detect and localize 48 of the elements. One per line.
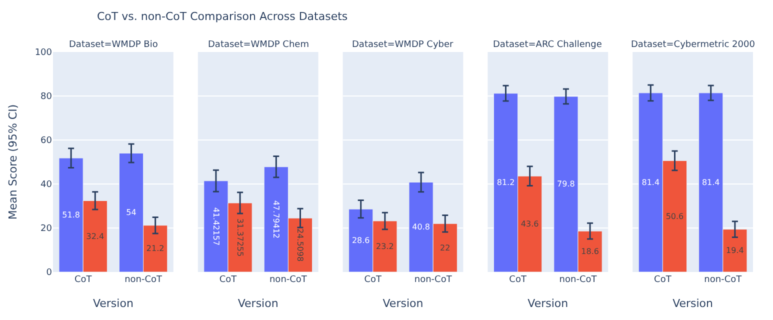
data-label: 54 — [126, 208, 136, 218]
x-tick-label: non-CoT — [124, 275, 163, 285]
chart-title: Dataset=WMDP Cyber — [352, 40, 454, 50]
data-label: 31.37255 — [236, 218, 245, 257]
data-label: 43.6 — [520, 220, 539, 229]
data-label: 81.4 — [642, 178, 660, 187]
data-label: 51.8 — [62, 210, 80, 220]
x-tick-label: CoT — [654, 275, 672, 285]
x-axis-title: Version — [672, 297, 714, 310]
data-label: 41.42157 — [211, 207, 220, 246]
chart-title: Dataset=ARC Challenge — [493, 40, 602, 50]
chart-title: Dataset=WMDP Bio — [69, 40, 158, 50]
y-axis-title: Mean Score (95% CI) — [6, 104, 20, 220]
data-label: 21.2 — [146, 244, 164, 254]
y-tick-label: 20 — [40, 224, 52, 234]
x-axis-title: Version — [528, 297, 568, 310]
text: CoT vs. non-CoT Comparison Across Datasets — [97, 10, 348, 23]
x-tick-label: CoT — [364, 275, 382, 285]
x-tick-label: non-CoT — [414, 275, 452, 285]
data-label: 19.4 — [726, 246, 744, 256]
x-tick-label: CoT — [219, 275, 238, 285]
data-label: 81.4 — [702, 178, 720, 187]
data-label: 24.5098 — [296, 228, 305, 262]
x-tick-label: non-CoT — [559, 275, 598, 285]
chart-title: Dataset=Cybermetric 2000 — [631, 40, 756, 50]
data-label: 28.6 — [352, 236, 370, 246]
y-tick-label: 80 — [40, 92, 52, 102]
x-tick-label: CoT — [74, 275, 92, 285]
chart-title: Dataset=WMDP Chem — [208, 40, 309, 50]
data-label: 50.6 — [666, 212, 684, 221]
data-label: 47.79412 — [272, 200, 281, 239]
data-label: 32.4 — [86, 232, 104, 241]
data-label: 23.2 — [376, 242, 394, 251]
data-label: 79.8 — [557, 180, 575, 189]
data-label: 22 — [440, 243, 450, 252]
x-tick-label: CoT — [509, 275, 527, 285]
data-label: 81.2 — [496, 178, 515, 188]
x-axis-title: Version — [238, 297, 278, 310]
y-tick-label: 40 — [40, 180, 52, 190]
y-tick-label: 0 — [46, 268, 52, 278]
y-tick-label: 60 — [40, 136, 52, 146]
data-label: 18.6 — [581, 247, 599, 256]
x-tick-label: non-CoT — [704, 275, 742, 285]
data-label: 40.8 — [412, 222, 430, 232]
y-tick-label: 100 — [34, 48, 52, 58]
x-axis-title: Version — [382, 297, 424, 310]
x-tick-label: non-CoT — [269, 275, 308, 285]
x-axis-title: Version — [92, 297, 134, 310]
